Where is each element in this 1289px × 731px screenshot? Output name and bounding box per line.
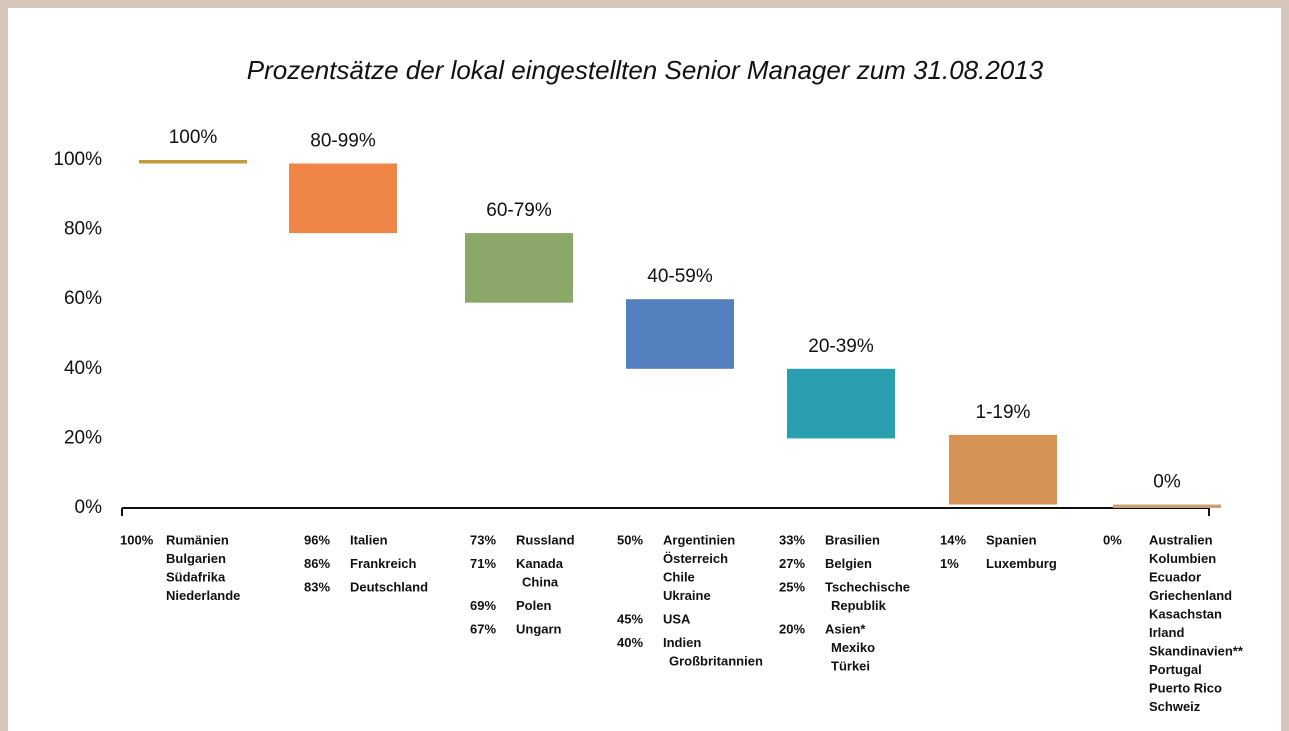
country-pct: 1% [940, 556, 959, 571]
country-pct: 69% [470, 598, 496, 613]
range-label: 60-79% [486, 200, 552, 221]
range-label: 0% [1153, 472, 1181, 493]
country-pct: 50% [617, 532, 643, 547]
country-name: Griechenland [1149, 588, 1232, 603]
country-name: Bulgarien [166, 551, 226, 566]
country-name: China [522, 574, 559, 589]
range-label: 100% [169, 127, 218, 148]
country-name: Luxemburg [986, 556, 1057, 571]
range-label: 80-99% [310, 130, 376, 151]
y-tick-label: 20% [64, 427, 102, 448]
country-name: Spanien [986, 532, 1037, 547]
country-name: Skandinavien** [1149, 643, 1244, 658]
country-name: Chile [663, 569, 695, 584]
country-name: Russland [516, 532, 575, 547]
bar [139, 160, 247, 164]
country-name: Kolumbien [1149, 551, 1216, 566]
country-pct: 96% [304, 532, 330, 547]
country-name: Italien [350, 532, 388, 547]
country-name: Rumänien [166, 532, 229, 547]
country-name: Asien* [825, 621, 866, 636]
country-name: Mexiko [831, 640, 875, 655]
country-pct: 27% [779, 556, 805, 571]
country-name: Australien [1149, 532, 1213, 547]
country-name: Puerto Rico [1149, 680, 1222, 695]
country-name: Ecuador [1149, 569, 1201, 584]
bar [949, 434, 1057, 505]
country-name: USA [663, 611, 691, 626]
country-name: Schweiz [1149, 699, 1201, 714]
country-name: Republik [831, 598, 887, 613]
bar [465, 233, 573, 303]
country-name: Südafrika [166, 569, 226, 584]
country-name: Ungarn [516, 621, 562, 636]
range-label: 1-19% [976, 402, 1031, 423]
country-pct: 86% [304, 556, 330, 571]
bar [626, 299, 734, 369]
country-pct: 25% [779, 579, 805, 594]
country-pct: 73% [470, 532, 496, 547]
range-label: 40-59% [647, 266, 713, 287]
chart-title: Prozentsätze der lokal eingestellten Sen… [247, 55, 1044, 85]
bar [1113, 504, 1221, 508]
y-tick-label: 40% [64, 358, 102, 379]
country-pct: 45% [617, 611, 643, 626]
y-tick-label: 80% [64, 219, 102, 240]
country-pct: 100% [120, 532, 154, 547]
y-tick-label: 100% [53, 149, 102, 170]
country-name: Irland [1149, 625, 1184, 640]
country-name: Kasachstan [1149, 606, 1222, 621]
country-name: Ukraine [663, 588, 711, 603]
country-pct: 20% [779, 621, 805, 636]
country-name: Indien [663, 635, 701, 650]
country-name: Deutschland [350, 579, 428, 594]
country-pct: 40% [617, 635, 643, 650]
country-name: Portugal [1149, 662, 1202, 677]
country-name: Belgien [825, 556, 872, 571]
country-pct: 33% [779, 532, 805, 547]
country-name: Frankreich [350, 556, 417, 571]
y-tick-label: 60% [64, 288, 102, 309]
country-name: Argentinien [663, 532, 735, 547]
country-name: Brasilien [825, 532, 880, 547]
country-pct: 0% [1103, 532, 1122, 547]
country-name: Tschechische [825, 579, 910, 594]
country-name: Großbritannien [669, 653, 763, 668]
country-name: Türkei [831, 658, 870, 673]
country-name: Österreich [663, 551, 728, 566]
country-pct: 67% [470, 621, 496, 636]
bar [787, 368, 895, 439]
country-name: Polen [516, 598, 551, 613]
country-name: Kanada [516, 556, 564, 571]
y-tick-label: 0% [75, 497, 103, 518]
country-name: Niederlande [166, 588, 240, 603]
range-label: 20-39% [808, 336, 874, 357]
country-pct: 83% [304, 579, 330, 594]
country-pct: 71% [470, 556, 496, 571]
country-pct: 14% [940, 532, 966, 547]
bar [289, 163, 397, 234]
